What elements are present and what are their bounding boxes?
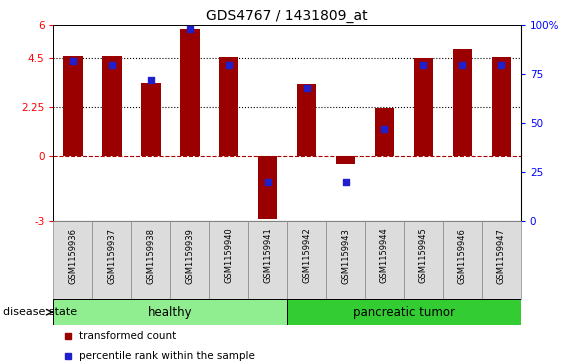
Point — [341, 179, 350, 185]
Text: GSM1159938: GSM1159938 — [146, 228, 155, 284]
Bar — [141, 83, 160, 156]
Point — [302, 85, 311, 91]
Point — [146, 77, 155, 83]
Bar — [375, 108, 394, 156]
Bar — [63, 56, 83, 156]
Bar — [443, 221, 482, 299]
Text: disease state: disease state — [3, 307, 77, 317]
Text: GSM1159937: GSM1159937 — [108, 228, 117, 284]
Text: pancreatic tumor: pancreatic tumor — [353, 306, 455, 319]
Bar — [180, 29, 199, 156]
Bar — [258, 156, 278, 219]
Point — [497, 62, 506, 68]
Text: GSM1159947: GSM1159947 — [497, 228, 506, 284]
Bar — [336, 156, 355, 164]
Bar — [102, 56, 122, 156]
Text: GSM1159936: GSM1159936 — [69, 228, 78, 284]
Text: GSM1159942: GSM1159942 — [302, 228, 311, 284]
Point — [263, 179, 272, 185]
Text: GSM1159945: GSM1159945 — [419, 228, 428, 284]
Bar — [287, 221, 326, 299]
Text: GSM1159944: GSM1159944 — [380, 228, 389, 284]
Text: healthy: healthy — [148, 306, 193, 319]
Bar — [287, 299, 521, 325]
Point — [69, 58, 78, 64]
Bar — [482, 221, 521, 299]
Bar — [404, 221, 443, 299]
Point — [458, 62, 467, 68]
Bar — [131, 221, 171, 299]
Bar — [297, 84, 316, 156]
Bar — [219, 57, 239, 156]
Text: GSM1159943: GSM1159943 — [341, 228, 350, 284]
Text: GSM1159940: GSM1159940 — [224, 228, 233, 284]
Text: GSM1159946: GSM1159946 — [458, 228, 467, 284]
Point — [185, 26, 194, 32]
Point — [108, 62, 117, 68]
Bar — [326, 221, 365, 299]
Text: percentile rank within the sample: percentile rank within the sample — [79, 351, 255, 361]
Point — [380, 126, 389, 132]
Bar — [92, 221, 131, 299]
Text: transformed count: transformed count — [79, 331, 176, 341]
Text: GSM1159939: GSM1159939 — [185, 228, 194, 284]
Point — [224, 62, 233, 68]
Bar — [171, 221, 209, 299]
Point — [419, 62, 428, 68]
Title: GDS4767 / 1431809_at: GDS4767 / 1431809_at — [206, 9, 368, 23]
Bar — [453, 49, 472, 156]
Bar — [209, 221, 248, 299]
Bar — [53, 221, 92, 299]
Bar — [414, 58, 433, 156]
Bar — [53, 299, 287, 325]
Bar — [365, 221, 404, 299]
Bar — [491, 57, 511, 156]
Bar — [248, 221, 287, 299]
Text: GSM1159941: GSM1159941 — [263, 228, 272, 284]
